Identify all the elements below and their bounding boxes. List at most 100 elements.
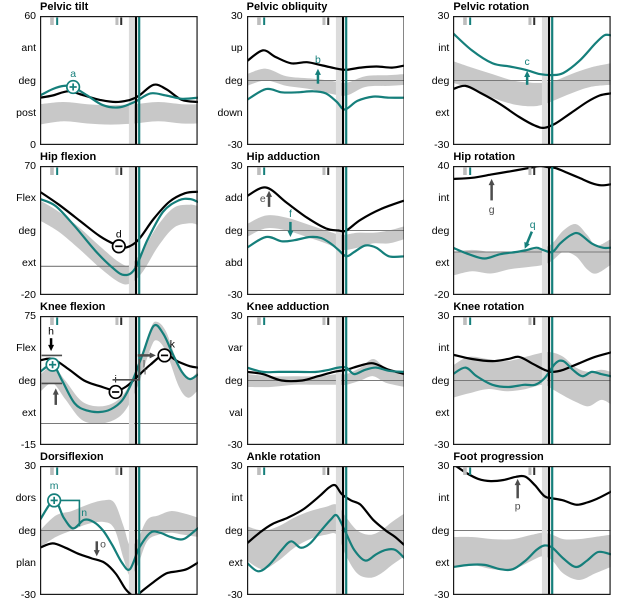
normal-band [453,223,611,276]
foot-off-tick [50,467,54,475]
foot-off-tick [50,17,54,25]
annotation-letter: n [81,508,87,519]
event-band [335,16,341,145]
y-axis-min-label: -30 [434,589,450,601]
series-teal-curve [40,323,198,414]
foot-off-tick [326,467,329,475]
series-black-curve [453,166,611,187]
y-axis-word-label: deg [431,524,450,537]
event-line-black [341,16,344,145]
annotation-arrow-head [48,344,55,352]
series-teal-curve [246,513,405,573]
y-axis-max-label: 75 [24,310,36,322]
event-line-black [341,466,344,595]
series-teal-curve [246,365,405,376]
event-band [542,466,548,595]
foot-off-tick [463,467,468,475]
y-axis-max-label: 30 [230,460,243,472]
y-axis-word-label: ext [21,406,36,419]
plot-area [246,316,405,445]
y-axis-min-label: -30 [434,139,450,151]
foot-off-tick [56,467,59,475]
foot-off-tick [56,17,59,25]
subplot-knee-rotation: Knee rotation 30 int deg ext -30 [413,300,620,451]
plot-title: Foot progression [453,451,544,463]
normal-band [246,215,405,251]
y-axis-max-label: 30 [230,10,243,22]
y-axis-min-label: -30 [434,439,450,451]
foot-off-tick [322,167,326,175]
annotation-arrow-head [265,190,272,197]
foot-off-tick [262,467,265,475]
y-axis-max-label: 30 [437,310,450,322]
event-band [335,316,341,445]
y-axis-word-label: ext [435,406,450,419]
plot-title: Ankle rotation [246,451,321,463]
y-axis-word-label: deg [431,374,450,387]
plot-frame [453,316,611,445]
foot-off-tick [322,17,326,25]
series-black-curve [40,83,198,104]
y-axis-min-label: -30 [227,139,243,151]
normal-band [453,61,611,107]
y-axis-word-label: int [438,192,450,205]
plot-area: a [40,16,198,145]
plot-canvas-hip-rotation: gq [453,166,611,295]
annotation-letter: c [525,57,530,68]
annotation-arrow-head [287,230,294,237]
event-band [128,16,135,145]
event-line-black [341,166,344,295]
plot-canvas-knee-rotation [453,316,611,445]
event-band [542,166,548,295]
y-axis-word-label: ext [435,106,450,119]
y-axis-word-label: plan [16,556,36,569]
event-line-teal [138,466,141,595]
foot-off-tick [533,317,536,325]
annotation-arrow-head [314,68,321,75]
y-axis-max-label: 70 [24,160,36,172]
foot-off-tick [262,17,265,25]
series-black-curve [246,362,405,383]
foot-off-tick [322,317,326,325]
plot-frame [453,466,611,595]
foot-off-tick [326,167,329,175]
subplot-hip-adduction: Hip adduction 30 add deg abd -30 e f [207,150,414,301]
subplot-hip-rotation: Hip rotation 40 int deg ext -20 g q [413,150,620,301]
series-teal-curve [453,231,611,260]
series-black-curve [40,542,198,595]
foot-off-tick [528,167,532,175]
annotation-arrow-head [93,550,100,557]
event-band [128,166,135,295]
series-teal-curve [246,235,405,259]
y-axis-word-label: ext [228,556,243,569]
foot-off-tick [256,17,261,25]
foot-off-tick [120,17,123,25]
y-axis-min-label: -30 [20,589,36,601]
event-line-black [134,466,138,595]
plot-area: c [453,16,611,145]
plot-frame [40,16,198,145]
plot-canvas-pelvic-tilt: a [40,16,198,145]
y-axis-word-label: deg [225,524,243,537]
foot-off-tick [120,317,123,325]
subplot-foot-progression: Foot progression 30 int deg ext -30 p [413,450,620,601]
event-line-black [341,316,344,445]
event-line-teal [551,166,554,295]
foot-off-tick [469,17,472,25]
foot-off-tick [528,17,532,25]
annotation-letter: d [116,230,122,241]
foot-off-tick [326,317,329,325]
annotation-letter: g [489,205,495,216]
plot-canvas-hip-adduction: ef [246,166,405,295]
event-line-teal [344,166,347,295]
y-axis-word-label: dors [15,492,36,505]
series-black-curve [246,483,405,547]
foot-off-tick [533,17,536,25]
y-axis-word-label: var [228,342,243,355]
y-axis-word-label: deg [225,224,243,237]
plot-title: Hip adduction [246,151,320,163]
